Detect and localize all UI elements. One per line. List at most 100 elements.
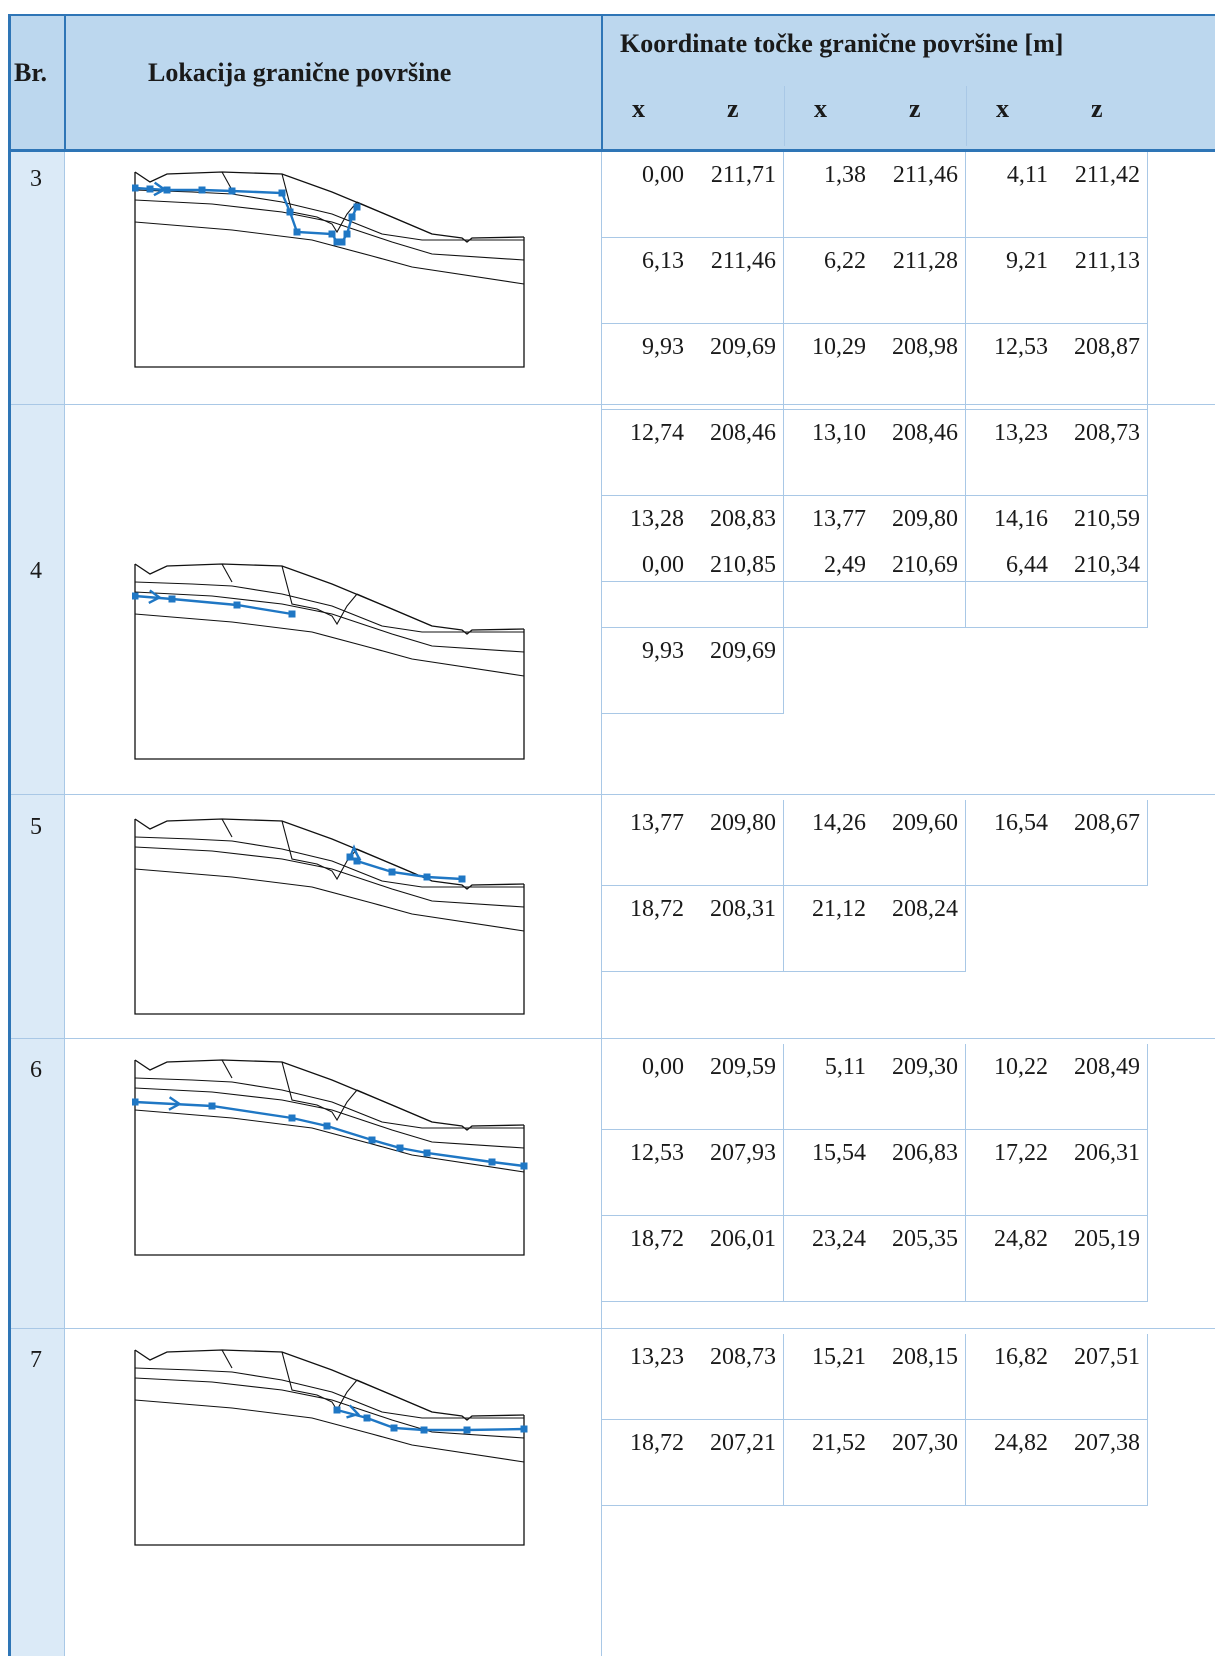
soil-layer-line (221, 563, 233, 583)
surface-point-marker (423, 1149, 431, 1157)
soil-layer-line (134, 613, 525, 677)
coordinate-pair-cell (966, 496, 1148, 582)
surface-point-marker (338, 238, 346, 246)
coordinate-pair-cell (602, 410, 784, 496)
row-number: 5 (30, 814, 42, 840)
section-boundary-line (134, 1060, 525, 1256)
subheader-x: x (632, 94, 645, 123)
header-br-label: Br. (14, 58, 47, 87)
slope-section-diagram (132, 1059, 528, 1256)
coordinate-pair-cell (966, 1130, 1148, 1216)
section-boundary-line (134, 172, 525, 368)
slope-section-diagram (132, 171, 525, 368)
coordinate-z: 208,46 (710, 420, 776, 446)
coordinate-z: 207,93 (710, 1140, 776, 1166)
coordinate-x: 12,53 (630, 1140, 684, 1166)
coordinate-x: 9,21 (1006, 248, 1048, 274)
coordinate-pair-cell (602, 1044, 784, 1130)
subheader-z: z (909, 94, 921, 123)
surface-point-marker (353, 857, 361, 865)
row-separator (11, 1328, 1215, 1329)
coordinate-pair-cell (966, 238, 1148, 324)
surface-point-marker (293, 228, 301, 236)
coordinate-x: 17,22 (994, 1140, 1048, 1166)
soil-layer-line (221, 1059, 233, 1079)
coordinate-z: 208,73 (710, 1344, 776, 1370)
surface-point-marker (278, 189, 286, 197)
coordinate-x: 21,52 (812, 1430, 866, 1456)
coordinate-pair-cell (602, 238, 784, 324)
coordinate-pair-cell (602, 800, 784, 886)
coordinate-x: 13,10 (812, 420, 866, 446)
coordinate-pair-cell (602, 1130, 784, 1216)
soil-layer-line (356, 1379, 433, 1413)
coordinate-x: 4,11 (1006, 162, 1048, 188)
coordinate-pair-cell (784, 496, 966, 582)
coordinate-z: 208,83 (710, 506, 776, 532)
surface-point-marker (132, 1098, 139, 1106)
surface-point-marker (396, 1144, 404, 1152)
row-number-column (11, 152, 64, 1656)
soil-layer-line (281, 1351, 358, 1412)
coordinate-x: 13,28 (630, 506, 684, 532)
direction-arrow (346, 1404, 361, 1419)
coordinate-z: 208,24 (892, 896, 958, 922)
coordinate-z: 207,38 (1074, 1430, 1140, 1456)
subheader-x: x (996, 94, 1009, 123)
row-number: 3 (30, 166, 42, 192)
coordinate-pair-cell (966, 1420, 1148, 1506)
coordinate-pair-cell (602, 324, 784, 410)
soil-layer-line (134, 846, 525, 908)
soil-layer-line (356, 201, 433, 235)
header-lokacija-label: Lokacija granične površine (148, 58, 452, 87)
coordinate-pair-cell (602, 886, 784, 972)
coordinate-pair-cell (602, 1334, 784, 1420)
surface-point-marker (348, 213, 356, 221)
surface-point-marker (323, 1122, 331, 1130)
surface-point-marker (288, 1114, 296, 1122)
surface-point-marker (520, 1425, 528, 1433)
coordinate-z: 209,80 (892, 506, 958, 532)
failure-surface-line (336, 1408, 525, 1432)
coordinate-x: 24,82 (994, 1226, 1048, 1252)
coordinate-x: 16,82 (994, 1344, 1048, 1370)
coordinate-z: 209,60 (892, 810, 958, 836)
direction-arrow (168, 1096, 182, 1111)
surface-point-marker (463, 1426, 471, 1434)
soil-layer-line (134, 1087, 525, 1149)
surface-point-marker (333, 238, 341, 246)
coordinate-z: 208,46 (892, 420, 958, 446)
coordinate-x: 14,26 (812, 810, 866, 836)
coordinate-pair-cell (784, 542, 966, 628)
soil-layer-line (356, 593, 433, 627)
soil-layer-line (134, 1109, 525, 1173)
soil-layer-line (134, 581, 524, 633)
coordinate-x: 0,00 (642, 552, 684, 578)
row-separator (11, 794, 1215, 795)
coordinate-x: 5,11 (824, 1054, 866, 1080)
coordinate-pair-cell (784, 238, 966, 324)
coordinate-pair-cell (966, 152, 1148, 238)
coordinate-pair-cell (784, 1216, 966, 1302)
soil-layer-line (221, 818, 233, 838)
soil-layer-line (281, 820, 358, 881)
direction-arrow (148, 589, 162, 604)
coordinate-x: 13,77 (630, 810, 684, 836)
coordinate-x: 13,23 (994, 420, 1048, 446)
soil-layer-line (134, 1377, 525, 1439)
failure-surface-line (134, 594, 293, 616)
header-divider (601, 16, 603, 152)
coordinate-z: 209,69 (710, 334, 776, 360)
soil-layer-line (134, 1367, 524, 1419)
soil-layer-line (221, 1349, 233, 1369)
surface-point-marker (423, 873, 431, 881)
coordinate-pair-cell (602, 496, 784, 582)
coordinate-pair-cell (784, 800, 966, 886)
coordinate-z: 208,67 (1074, 810, 1140, 836)
table-left-border (8, 14, 11, 1656)
coordinate-z: 205,19 (1074, 1226, 1140, 1252)
coordinate-pair-cell (966, 410, 1148, 496)
coordinate-z: 210,69 (892, 552, 958, 578)
header-bottom-border (8, 149, 1215, 152)
surface-point-marker (132, 592, 139, 600)
